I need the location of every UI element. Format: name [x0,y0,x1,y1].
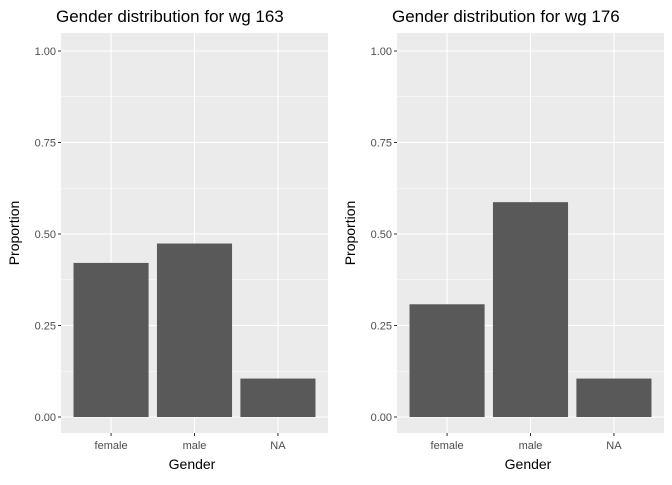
y-axis-title: Proportion [6,201,22,266]
x-axis-title: Gender [505,456,552,472]
chart-wg-163: Gender distribution for wg 163 0.000.250… [6,7,328,472]
chart-title: Gender distribution for wg 163 [56,7,284,26]
y-tick-label: 0.25 [35,321,56,333]
bars [73,243,316,417]
x-axis-title: Gender [169,456,216,472]
chart-title: Gender distribution for wg 176 [392,7,620,26]
bar-na [576,378,652,417]
x-tick-label: male [183,440,207,452]
y-axis: 0.00 0.25 0.50 0.75 1.00 [371,46,397,424]
y-tick-label: 1.00 [35,46,56,58]
y-tick-label: 0.50 [35,229,56,241]
bar-male [156,243,233,417]
x-tick-label: NA [270,440,286,452]
x-tick-label: female [95,440,128,452]
bar-male [492,202,569,417]
y-axis-title: Proportion [342,201,358,266]
y-tick-label: 0.75 [35,138,56,150]
y-axis: 0.00 0.25 0.50 0.75 1.00 [35,46,61,424]
y-tick-label: 0.25 [371,321,392,333]
x-tick-label: male [519,440,543,452]
y-tick-label: 0.50 [371,229,392,241]
x-tick-label: NA [606,440,622,452]
chart-wg-176: Gender distribution for wg 176 0.000.250… [342,7,664,472]
x-tick-label: female [431,440,464,452]
y-tick-label: 1.00 [371,46,392,58]
y-tick-label: 0.00 [371,412,392,424]
bar-female [409,304,485,417]
bars [409,202,652,417]
y-tick-label: 0.00 [35,412,56,424]
y-tick-label: 0.75 [371,138,392,150]
bar-na [240,378,316,417]
bar-female [73,262,149,417]
x-axis: female male NA [431,433,622,452]
x-axis: female male NA [95,433,286,452]
